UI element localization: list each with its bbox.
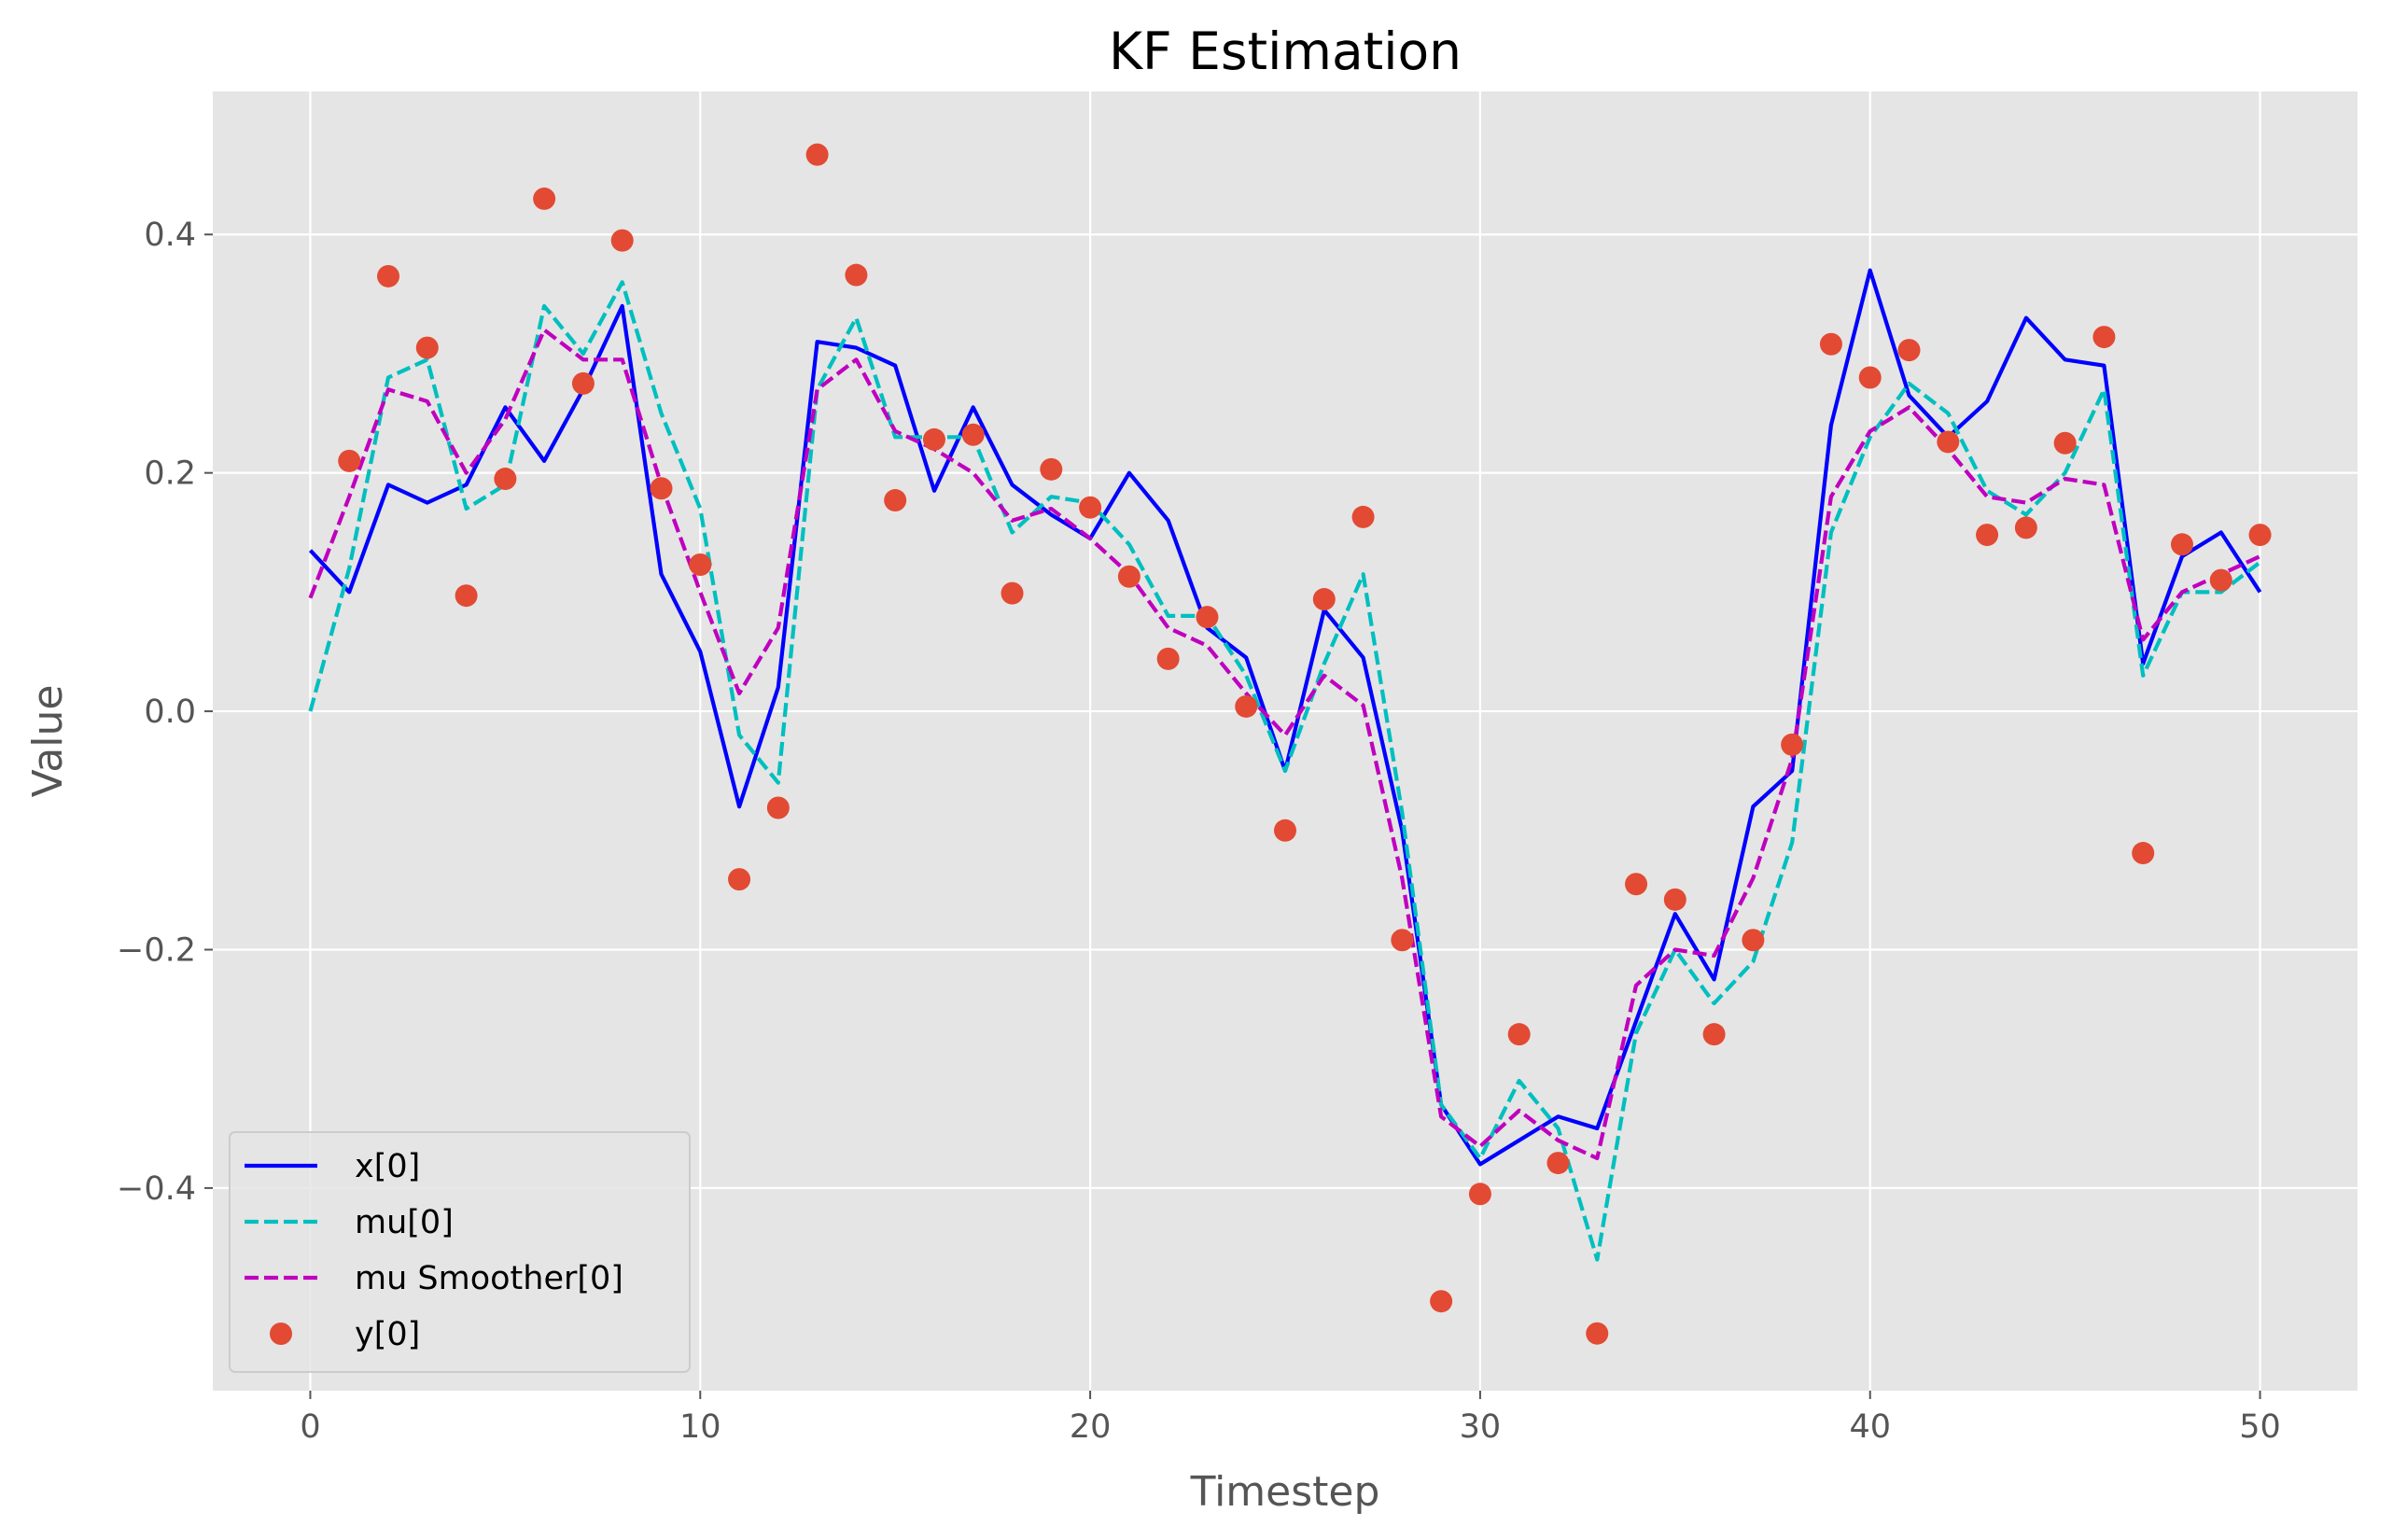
series-line-mu-smoother-0	[308, 328, 2261, 1161]
scatter-point	[494, 468, 517, 491]
scatter-point	[1196, 606, 1219, 629]
scatter-point	[1546, 1152, 1570, 1175]
x-tick-label: 20	[1070, 1408, 1112, 1446]
y-axis-label: Value	[24, 685, 72, 798]
scatter-point	[1663, 888, 1686, 911]
scatter-point	[1001, 581, 1024, 605]
scatter-point	[1351, 505, 1375, 528]
scatter-point	[1235, 694, 1258, 718]
legend-item: mu[0]	[245, 1204, 454, 1241]
scatter-point	[1781, 733, 1804, 756]
scatter-point	[650, 477, 673, 500]
legend-swatch	[270, 1323, 292, 1345]
legend: x[0] mu[0] mu Smoother[0] y[0]	[229, 1131, 691, 1373]
y-tick-label: 0.0	[144, 693, 196, 731]
scatter-point	[2132, 842, 2155, 865]
legend-item: mu Smoother[0]	[245, 1260, 623, 1297]
scatter-point	[1468, 1183, 1491, 1206]
chart-title: KF Estimation	[1109, 21, 1462, 81]
scatter-point	[1586, 1322, 1609, 1345]
y-tick-label: −0.4	[117, 1170, 196, 1208]
scatter-point	[377, 264, 400, 287]
scatter-point	[1625, 873, 1648, 896]
scatter-point	[884, 489, 907, 512]
scatter-point	[1976, 524, 1999, 547]
legend-label: y[0]	[355, 1316, 420, 1353]
scatter-point	[2248, 524, 2272, 547]
scatter-point	[533, 187, 556, 210]
grid	[213, 91, 2358, 1391]
legend-label: mu[0]	[355, 1204, 454, 1241]
x-tick-label: 50	[2239, 1408, 2281, 1446]
scatter-point	[2092, 326, 2116, 349]
scatter-point	[1274, 819, 1296, 842]
legend-box	[229, 1131, 691, 1373]
legend-item: y[0]	[270, 1316, 420, 1353]
scatter-point	[338, 449, 361, 472]
scatter-point	[610, 229, 634, 252]
scatter-point	[961, 423, 985, 446]
scatter-point	[1312, 588, 1336, 611]
y-tick-label: −0.2	[117, 931, 196, 969]
scatter-point	[845, 263, 868, 287]
scatter-point	[455, 584, 478, 608]
x-tick-label: 40	[1849, 1408, 1891, 1446]
scatter-point	[1819, 332, 1842, 356]
scatter-point	[2170, 533, 2193, 556]
scatter-point	[2014, 516, 2037, 539]
x-tick-label: 10	[679, 1408, 721, 1446]
scatter-point	[1079, 496, 1102, 519]
scatter-point	[1858, 366, 1882, 389]
scatter-point	[689, 553, 712, 576]
legend-item: x[0]	[245, 1148, 420, 1185]
scatter-point	[922, 427, 945, 451]
scatter-point	[766, 796, 790, 819]
y-tick-label: 0.4	[144, 217, 196, 254]
y-tick-label: 0.2	[144, 455, 196, 493]
scatter-point	[1897, 339, 1921, 362]
x-tick-label: 0	[300, 1408, 320, 1446]
scatter-point	[1702, 1023, 1726, 1046]
ticks: 0 10 20 30 40 50 −0.4 −0.2 0.0 0.2 0.4	[117, 217, 2281, 1446]
scatter-point	[571, 371, 595, 395]
scatter-point	[805, 143, 829, 166]
scatter-point	[1742, 929, 1765, 952]
x-axis-label: Timestep	[1190, 1468, 1380, 1516]
series-line-mu-0	[308, 280, 2261, 1262]
scatter-point	[728, 868, 751, 891]
scatter-point	[1156, 647, 1180, 670]
scatter-point	[1040, 457, 1063, 481]
scatter-point	[1937, 430, 1960, 454]
scatter-point	[1507, 1023, 1531, 1046]
scatter-point	[1391, 929, 1414, 952]
scatter-point	[1430, 1290, 1453, 1313]
x-tick-label: 30	[1460, 1408, 1502, 1446]
scatter-point	[415, 336, 439, 359]
scatter-point	[2209, 568, 2232, 592]
series-layer	[308, 143, 2272, 1345]
scatter-point	[2053, 431, 2077, 455]
legend-label: mu Smoother[0]	[355, 1260, 623, 1297]
legend-label: x[0]	[355, 1148, 420, 1185]
scatter-point	[1117, 565, 1141, 588]
